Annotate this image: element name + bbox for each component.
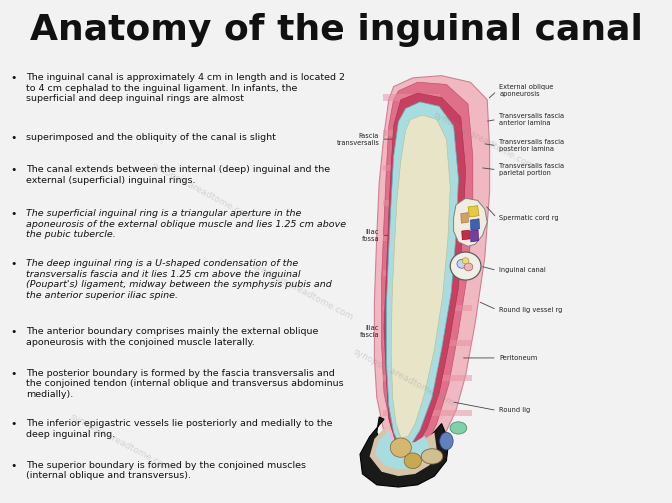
- Polygon shape: [470, 230, 478, 242]
- Text: Peritoneum: Peritoneum: [499, 355, 538, 361]
- Polygon shape: [376, 430, 429, 469]
- Text: Round lig: Round lig: [499, 407, 530, 413]
- Circle shape: [450, 252, 481, 280]
- Polygon shape: [382, 82, 473, 454]
- Text: Anatomy of the inguinal canal: Anatomy of the inguinal canal: [30, 13, 642, 47]
- Polygon shape: [461, 213, 468, 223]
- Circle shape: [404, 453, 421, 469]
- Text: •: •: [10, 165, 17, 176]
- Text: synopsis.areadtome.com: synopsis.areadtome.com: [69, 412, 173, 473]
- Polygon shape: [382, 375, 472, 381]
- Text: •: •: [10, 327, 17, 338]
- Text: and the inferior boundary is the inguinal ligament.: and the inferior boundary is the inguina…: [26, 502, 266, 503]
- Circle shape: [457, 260, 466, 268]
- Polygon shape: [382, 304, 472, 311]
- Text: The inferior epigastric vessels lie posteriorly and medially to the
deep inguina: The inferior epigastric vessels lie post…: [26, 419, 333, 439]
- Text: Round lig vessel rg: Round lig vessel rg: [499, 307, 562, 313]
- Text: superimposed and the obliquity of the canal is slight: superimposed and the obliquity of the ca…: [26, 133, 276, 141]
- Text: Iliac
fascia: Iliac fascia: [360, 325, 379, 338]
- Text: synopsis.areadtome.com: synopsis.areadtome.com: [431, 110, 536, 172]
- Text: Fascia
transversalis: Fascia transversalis: [336, 133, 379, 146]
- Polygon shape: [370, 426, 437, 476]
- Polygon shape: [382, 234, 472, 240]
- Text: synopsis.areadtome.com: synopsis.areadtome.com: [351, 347, 456, 408]
- Polygon shape: [382, 95, 440, 101]
- Circle shape: [464, 263, 473, 271]
- Polygon shape: [382, 270, 472, 276]
- Ellipse shape: [450, 422, 467, 434]
- Text: Spermatic cord rg: Spermatic cord rg: [499, 215, 559, 221]
- Text: The superficial inguinal ring is a triangular aperture in the
aponeurosis of the: The superficial inguinal ring is a trian…: [26, 209, 346, 239]
- Text: The anterior boundary comprises mainly the external oblique
aponeurosis with the: The anterior boundary comprises mainly t…: [26, 327, 319, 347]
- Text: •: •: [10, 369, 17, 379]
- Circle shape: [390, 438, 411, 457]
- Text: •: •: [10, 502, 17, 503]
- Text: •: •: [10, 73, 17, 83]
- Text: The canal extends between the internal (deep) inguinal and the
external (superfi: The canal extends between the internal (…: [26, 165, 330, 185]
- Polygon shape: [382, 129, 452, 136]
- Text: •: •: [10, 209, 17, 219]
- Text: The deep inguinal ring is a U-shaped condensation of the
transversalis fascia an: The deep inguinal ring is a U-shaped con…: [26, 260, 332, 300]
- Text: Iliac
fossa: Iliac fossa: [362, 229, 379, 242]
- Text: The posterior boundary is formed by the fascia transversalis and
the conjoined t: The posterior boundary is formed by the …: [26, 369, 343, 399]
- Ellipse shape: [439, 432, 453, 450]
- Polygon shape: [382, 340, 472, 346]
- Polygon shape: [382, 200, 472, 206]
- Text: Inguinal canal: Inguinal canal: [499, 268, 546, 274]
- Text: Transversalis fascia
anterior lamina: Transversalis fascia anterior lamina: [499, 113, 564, 126]
- Polygon shape: [468, 206, 479, 217]
- Text: •: •: [10, 419, 17, 429]
- Circle shape: [462, 258, 469, 264]
- Polygon shape: [382, 164, 463, 171]
- Text: Transversalis fascia
posterior lamina: Transversalis fascia posterior lamina: [499, 139, 564, 152]
- Polygon shape: [374, 75, 490, 461]
- Text: synopsis.areadtome.com: synopsis.areadtome.com: [149, 160, 254, 222]
- Polygon shape: [382, 409, 472, 415]
- Text: The superior boundary is formed by the conjoined muscles
(internal oblique and t: The superior boundary is formed by the c…: [26, 461, 306, 480]
- Text: •: •: [10, 133, 17, 142]
- Text: Transversalis fascia
parietal portion: Transversalis fascia parietal portion: [499, 163, 564, 176]
- Polygon shape: [384, 93, 466, 452]
- Polygon shape: [360, 417, 449, 487]
- Polygon shape: [454, 198, 487, 246]
- Text: •: •: [10, 461, 17, 471]
- Polygon shape: [391, 115, 450, 438]
- Ellipse shape: [421, 449, 443, 464]
- Text: External oblique
aponeurosis: External oblique aponeurosis: [499, 85, 554, 98]
- Text: The inguinal canal is approximately 4 cm in length and is located 2
to 4 cm ceph: The inguinal canal is approximately 4 cm…: [26, 73, 345, 103]
- Text: synopsis.areadtome.com: synopsis.areadtome.com: [250, 261, 355, 322]
- Text: •: •: [10, 260, 17, 270]
- Polygon shape: [462, 230, 470, 240]
- Polygon shape: [386, 102, 458, 448]
- Polygon shape: [470, 219, 480, 230]
